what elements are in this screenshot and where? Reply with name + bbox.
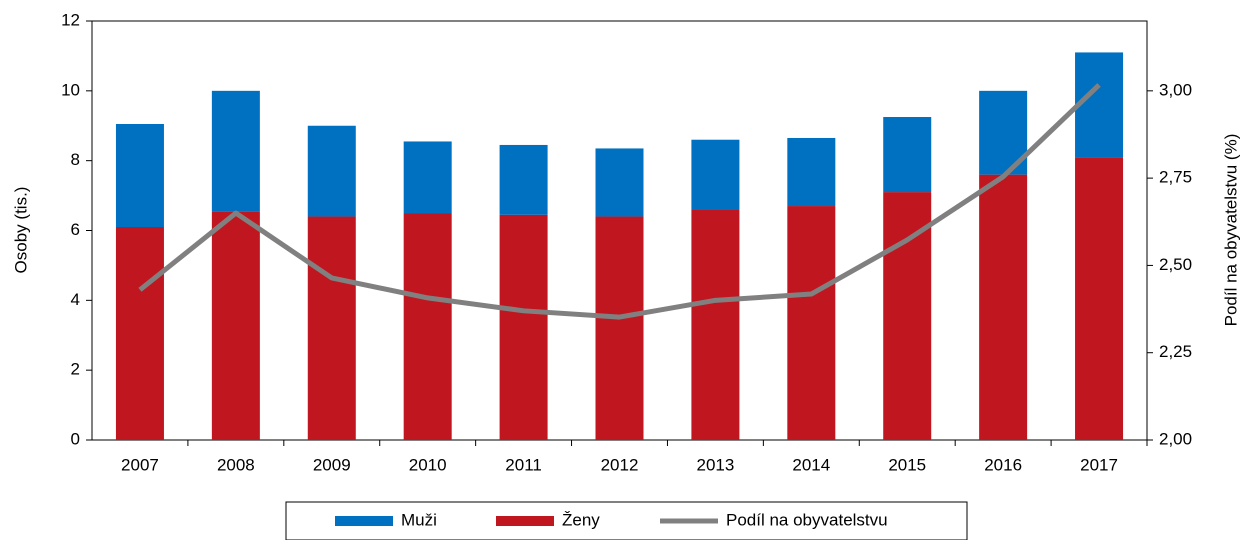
bar [595,148,644,217]
bar [211,211,260,440]
y2-tick-label: 2,25 [1159,342,1192,361]
bar [883,192,932,440]
bar [307,216,356,440]
bar [787,206,836,440]
y-tick-label: 2 [71,360,80,379]
bar [403,141,452,214]
legend-label: Muži [401,510,437,529]
x-tick-label: 2009 [313,455,351,474]
x-tick-label: 2014 [792,455,830,474]
bar [883,117,932,193]
bar [403,213,452,440]
bar [1075,52,1124,158]
y2-axis-label: Podíl na obyvatelstvu (%) [1221,134,1240,327]
bar [691,209,740,440]
legend-label: Ženy [562,510,600,529]
y-tick-label: 6 [71,220,80,239]
y-tick-label: 12 [61,10,80,29]
x-tick-label: 2011 [505,455,542,474]
x-tick-label: 2017 [1080,455,1118,474]
x-tick-label: 2010 [409,455,447,474]
x-tick-label: 2007 [121,455,159,474]
bar [787,137,836,207]
y-axis-label: Osoby (tis.) [11,187,30,274]
y-tick-label: 4 [71,290,80,309]
y-tick-label: 8 [71,150,80,169]
legend-swatch [335,516,393,526]
bar [595,216,644,440]
bar [979,174,1028,440]
x-tick-label: 2016 [984,455,1022,474]
bar [499,214,548,440]
y2-tick-label: 2,50 [1159,255,1192,274]
bar [499,144,548,215]
y2-tick-label: 2,75 [1159,168,1192,187]
x-tick-label: 2013 [696,455,734,474]
y-tick-label: 0 [71,429,80,448]
legend-swatch [496,516,554,526]
y2-tick-label: 3,00 [1159,80,1192,99]
legend-box [285,501,968,540]
legend-label: Podíl na obyvatelstvu [726,510,888,529]
bar [211,90,260,212]
y2-tick-label: 2,00 [1159,429,1192,448]
y-tick-label: 10 [61,80,80,99]
x-tick-label: 2008 [217,455,255,474]
bar [691,139,740,210]
bar [115,227,164,440]
line [138,83,1101,320]
x-tick-label: 2012 [601,455,639,474]
bar [115,124,164,228]
bar [1075,157,1124,441]
x-tick-label: 2015 [888,455,926,474]
bar [307,125,356,217]
